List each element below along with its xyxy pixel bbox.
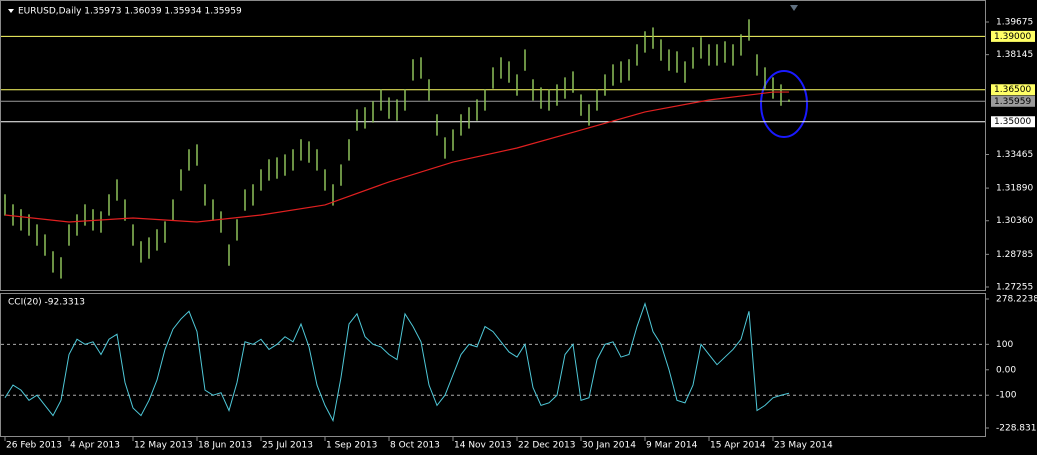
level-label-box	[991, 30, 1035, 42]
y-tick-label: 0.00	[996, 365, 1016, 375]
x-tick-label: 14 Nov 2013	[454, 441, 512, 451]
x-tick-label: 4 Apr 2013	[70, 441, 120, 451]
y-tick-label: 1.39675	[996, 17, 1033, 27]
x-tick-label: 8 Oct 2013	[390, 441, 440, 451]
annotation-circle	[760, 70, 808, 138]
y-tick-label: 1.30360	[996, 216, 1033, 226]
level-label-box	[991, 84, 1035, 96]
x-tick-label: 22 Dec 2013	[518, 441, 576, 451]
level-label: 1.36500	[994, 85, 1031, 95]
chart-title: EURUSD,Daily 1.35973 1.36039 1.35934 1.3…	[18, 7, 242, 17]
y-tick-label: 1.33465	[996, 150, 1033, 160]
y-tick-label: 1.27255	[996, 282, 1033, 292]
y-tick-label: 278.2238	[996, 295, 1037, 305]
x-tick-label: 18 Jun 2013	[198, 441, 252, 451]
level-label-box	[991, 116, 1035, 128]
y-tick-label: 1.38145	[996, 50, 1033, 60]
x-tick-label: 15 Apr 2014	[710, 441, 766, 451]
indicator-title: CCI(20) -92.3313	[8, 298, 85, 308]
level-label-box	[991, 95, 1035, 107]
y-tick-label: 100	[996, 340, 1013, 350]
x-tick-label: 9 Mar 2014	[646, 441, 698, 451]
x-tick-label: 1 Sep 2013	[326, 441, 377, 451]
level-label: 1.39000	[994, 32, 1031, 42]
x-tick-label: 25 Jul 2013	[262, 441, 313, 451]
level-label: 1.35000	[994, 117, 1031, 127]
cci-line	[4, 301, 790, 423]
y-tick-label: 1.31890	[996, 184, 1033, 194]
x-tick-label: 12 May 2013	[134, 441, 193, 451]
y-tick-label: 1.28785	[996, 250, 1033, 260]
menu-arrow[interactable]	[8, 9, 14, 13]
x-tick-label: 26 Feb 2013	[6, 441, 62, 451]
level-label: 1.35959	[994, 97, 1031, 107]
y-tick-label: -100	[996, 391, 1017, 401]
x-tick-label: 30 Jan 2014	[582, 441, 636, 451]
frame	[0, 0, 986, 437]
y-tick-label: -228.8311	[996, 424, 1037, 434]
x-tick-label: 23 May 2014	[774, 441, 833, 451]
moving-average	[4, 91, 789, 223]
shift-marker	[790, 5, 798, 11]
